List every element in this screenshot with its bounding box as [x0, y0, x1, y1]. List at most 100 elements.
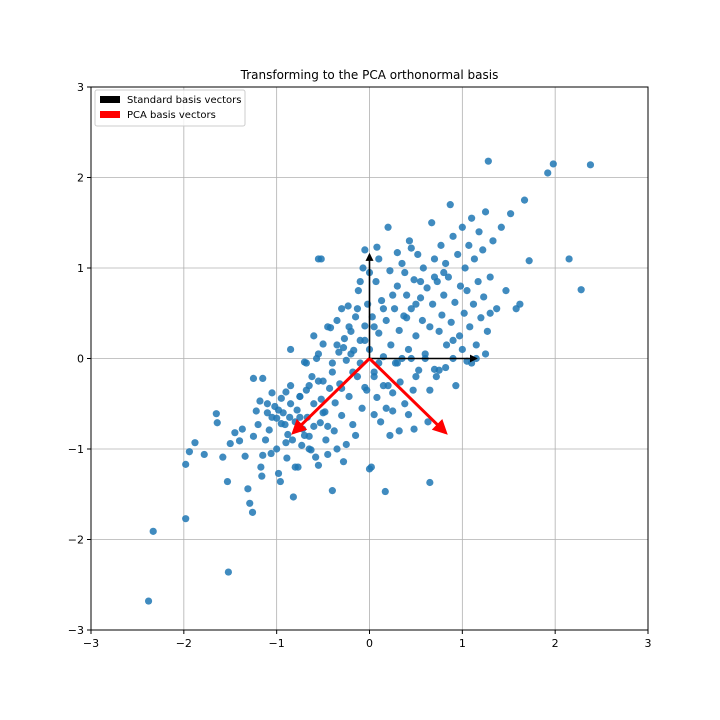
data-point [257, 463, 265, 471]
data-point [379, 382, 388, 390]
data-point [283, 454, 291, 462]
y-tick-label: −1 [68, 443, 84, 456]
data-point [393, 249, 401, 257]
data-point [226, 439, 234, 448]
data-point [325, 384, 334, 392]
data-point [212, 410, 220, 418]
chart-title: Transforming to the PCA orthonormal basi… [240, 68, 499, 82]
data-point [404, 411, 413, 419]
data-point [412, 300, 420, 308]
data-point [456, 282, 465, 290]
data-point [423, 284, 431, 292]
data-point [258, 472, 266, 480]
data-point [461, 264, 469, 272]
data-point [342, 440, 350, 449]
data-point [259, 451, 267, 459]
data-point [430, 273, 439, 281]
data-point [389, 389, 397, 397]
data-point [409, 386, 417, 394]
data-point [361, 322, 369, 330]
data-point [389, 407, 397, 415]
data-point [338, 305, 346, 313]
data-point [293, 406, 301, 414]
pca-basis-vector-2 [291, 357, 371, 435]
data-point [224, 568, 232, 576]
data-point [486, 309, 494, 317]
data-point [403, 291, 411, 299]
data-point [403, 314, 411, 322]
data-point [379, 305, 388, 313]
data-point [324, 422, 332, 430]
data-point [282, 388, 290, 396]
data-point [405, 237, 414, 245]
data-point [407, 244, 415, 252]
data-point [426, 478, 434, 487]
data-point [149, 527, 157, 535]
data-point [493, 305, 501, 313]
data-point [286, 345, 295, 354]
data-point [300, 431, 309, 440]
data-point [305, 382, 313, 390]
data-point [481, 208, 490, 216]
data-point [310, 400, 318, 408]
data-point [442, 259, 450, 268]
data-point [254, 420, 262, 429]
data-point [345, 323, 353, 331]
data-point [333, 341, 341, 349]
data-point [268, 413, 276, 421]
data-point [466, 323, 474, 331]
data-point [340, 334, 349, 343]
data-point [447, 318, 455, 326]
data-point [418, 316, 427, 325]
data-point [442, 341, 451, 349]
data-point [259, 374, 267, 383]
data-point [324, 323, 332, 331]
data-point [310, 332, 318, 340]
legend-swatch-standard [100, 96, 120, 103]
data-point [384, 223, 392, 231]
data-point [375, 255, 383, 263]
y-tick-label: −3 [68, 624, 84, 637]
data-point [314, 350, 323, 358]
data-point [370, 323, 378, 331]
data-point [263, 400, 271, 408]
y-tick-label: 2 [77, 172, 84, 185]
data-point [261, 436, 270, 444]
data-point [335, 348, 343, 356]
data-point [361, 383, 369, 392]
data-point [460, 309, 468, 317]
data-point [549, 160, 557, 168]
data-point [455, 332, 464, 340]
data-point [277, 394, 285, 402]
data-point [438, 311, 446, 319]
data-point [484, 157, 492, 165]
data-point [377, 296, 386, 305]
data-point [407, 305, 415, 313]
data-point [296, 392, 304, 401]
x-tick-label: 0 [366, 637, 373, 650]
y-tick-label: 0 [77, 353, 84, 366]
data-point [286, 382, 295, 390]
data-point [586, 161, 595, 169]
data-point [424, 418, 432, 426]
data-point [426, 386, 434, 394]
data-point [469, 300, 478, 308]
data-point [289, 493, 297, 501]
data-point [213, 419, 221, 427]
data-point [390, 305, 399, 313]
data-point [372, 277, 380, 286]
data-point [359, 264, 367, 272]
data-point [382, 316, 390, 325]
y-tick-label: 3 [77, 81, 84, 94]
data-point [302, 359, 310, 367]
data-point [316, 419, 324, 427]
data-point [401, 400, 409, 408]
data-point [274, 406, 283, 414]
data-point [288, 436, 297, 444]
data-point [324, 450, 332, 459]
data-point [200, 450, 208, 459]
data-point [458, 345, 466, 354]
data-point [339, 344, 348, 352]
data-point [333, 445, 341, 453]
data-point [144, 597, 153, 605]
